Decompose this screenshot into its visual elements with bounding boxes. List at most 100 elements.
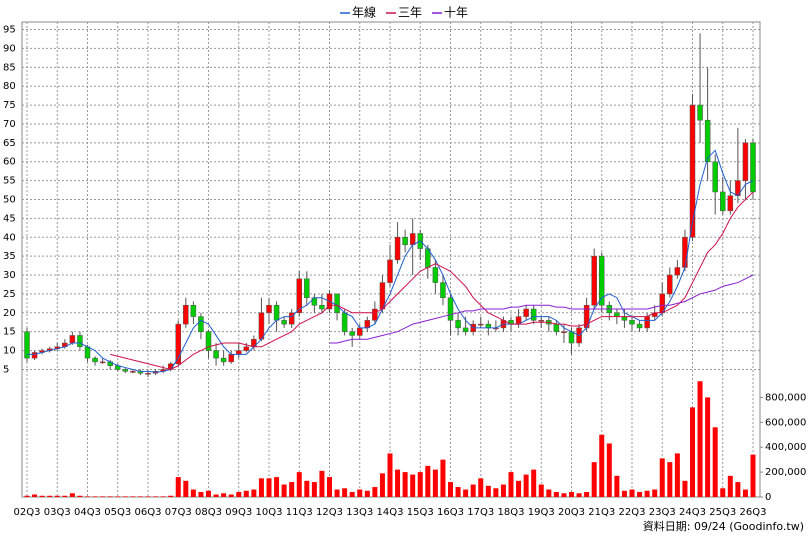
volume-bar bbox=[674, 453, 680, 497]
candle-body bbox=[538, 320, 544, 322]
volume-bar bbox=[115, 496, 121, 497]
volume-bar bbox=[584, 492, 590, 497]
volume-bar bbox=[485, 485, 491, 497]
y-tick-label: 5 bbox=[3, 364, 9, 375]
volume-bar bbox=[553, 492, 559, 497]
volume-bar bbox=[77, 495, 83, 497]
y-tick-label: 80 bbox=[3, 81, 16, 92]
volume-bar bbox=[455, 487, 461, 497]
candle-body bbox=[357, 327, 363, 336]
volume-bar bbox=[39, 495, 45, 497]
x-tick-label: 02Q3 bbox=[14, 507, 41, 518]
y-tick-label: 95 bbox=[3, 25, 16, 36]
plot-frame bbox=[21, 21, 761, 498]
y-tick-label: 0 bbox=[765, 492, 771, 503]
y-tick-label: 85 bbox=[3, 62, 16, 73]
candle-body bbox=[750, 142, 756, 193]
candle-body bbox=[273, 304, 280, 321]
volume-bar bbox=[652, 489, 658, 497]
y-tick-label: 35 bbox=[3, 251, 16, 262]
volume-bar bbox=[508, 472, 514, 497]
volume-bar bbox=[107, 496, 113, 497]
volume-bar bbox=[440, 459, 446, 497]
candle-body bbox=[561, 331, 567, 333]
volume-bar bbox=[727, 475, 733, 497]
candle-body bbox=[296, 278, 302, 314]
candle-body bbox=[205, 331, 212, 351]
volume-bar bbox=[85, 496, 90, 497]
candle-body bbox=[319, 304, 325, 310]
volume-bar bbox=[304, 480, 310, 497]
volume-bar bbox=[629, 489, 635, 497]
volume-bar bbox=[92, 496, 98, 497]
y-tick-label: 55 bbox=[3, 176, 16, 187]
volume-bar bbox=[274, 477, 280, 497]
volume-bar bbox=[168, 495, 174, 497]
volume-bar bbox=[190, 489, 196, 497]
volume-bar bbox=[478, 478, 484, 497]
y-tick-label: 20 bbox=[3, 308, 16, 319]
y-tick-label: 25 bbox=[3, 289, 16, 300]
volume-bar bbox=[621, 490, 627, 497]
candle-body bbox=[614, 312, 620, 317]
volume-bar bbox=[357, 489, 363, 497]
candle-body bbox=[341, 312, 348, 332]
candle-body bbox=[720, 191, 726, 212]
candle-body bbox=[440, 282, 446, 298]
candle-body bbox=[84, 346, 91, 359]
volume-bar bbox=[682, 480, 688, 497]
volume-bar bbox=[379, 473, 385, 497]
volume-bar bbox=[712, 427, 718, 497]
x-tick-label: 09Q3 bbox=[225, 507, 252, 518]
candle-body bbox=[621, 316, 628, 321]
volume-bar bbox=[319, 470, 325, 497]
volume-bar bbox=[266, 478, 272, 497]
volume-bar bbox=[395, 469, 401, 497]
volume-bar bbox=[599, 434, 605, 497]
candle-body bbox=[674, 267, 681, 276]
volume-bar bbox=[606, 443, 612, 497]
volume-bar bbox=[667, 462, 673, 497]
x-tick-label: 26Q3 bbox=[740, 507, 767, 518]
candle-body bbox=[530, 308, 537, 321]
ma-line bbox=[110, 191, 754, 370]
y-tick-label: 70 bbox=[3, 119, 16, 130]
footnote: 資料日期: 09/24 (Goodinfo.tw) bbox=[643, 519, 804, 533]
x-tick-label: 25Q3 bbox=[709, 507, 736, 518]
volume-bar bbox=[516, 480, 522, 497]
candle-body bbox=[727, 195, 734, 212]
candle-body bbox=[485, 323, 492, 329]
candle-body bbox=[742, 142, 749, 181]
x-tick-label: 03Q3 bbox=[44, 507, 71, 518]
volume-bar bbox=[425, 465, 431, 497]
volume-bar bbox=[221, 493, 227, 497]
candle-body bbox=[288, 312, 295, 325]
candle-body bbox=[712, 161, 718, 193]
volume-bar bbox=[296, 472, 302, 497]
volume-bar bbox=[742, 489, 748, 497]
volume-bar bbox=[100, 496, 106, 497]
ma-line bbox=[329, 274, 754, 344]
volume-bar bbox=[750, 454, 756, 497]
y-tick-label: 90 bbox=[3, 43, 16, 54]
volume-bar bbox=[32, 494, 38, 497]
volume-bar bbox=[281, 484, 287, 497]
y-tick-label: 30 bbox=[3, 270, 16, 281]
y-tick-label: 800,000 bbox=[765, 392, 806, 403]
candle-body bbox=[455, 320, 461, 329]
candle-body bbox=[349, 331, 355, 336]
candle-body bbox=[667, 274, 673, 295]
candle-body bbox=[77, 335, 83, 348]
x-tick-label: 06Q3 bbox=[135, 507, 162, 518]
candle-body bbox=[190, 304, 197, 317]
candle-body bbox=[568, 331, 575, 344]
volume-bar bbox=[538, 484, 544, 497]
x-tick-label: 04Q3 bbox=[74, 507, 101, 518]
y-tick-label: 75 bbox=[3, 100, 16, 111]
y-tick-label: 400,000 bbox=[765, 442, 806, 453]
volume-bar bbox=[569, 492, 574, 497]
x-tick-label: 05Q3 bbox=[104, 507, 131, 518]
y-tick-label: 45 bbox=[3, 213, 16, 224]
candle-body bbox=[198, 316, 204, 332]
volume-bar bbox=[659, 458, 665, 497]
